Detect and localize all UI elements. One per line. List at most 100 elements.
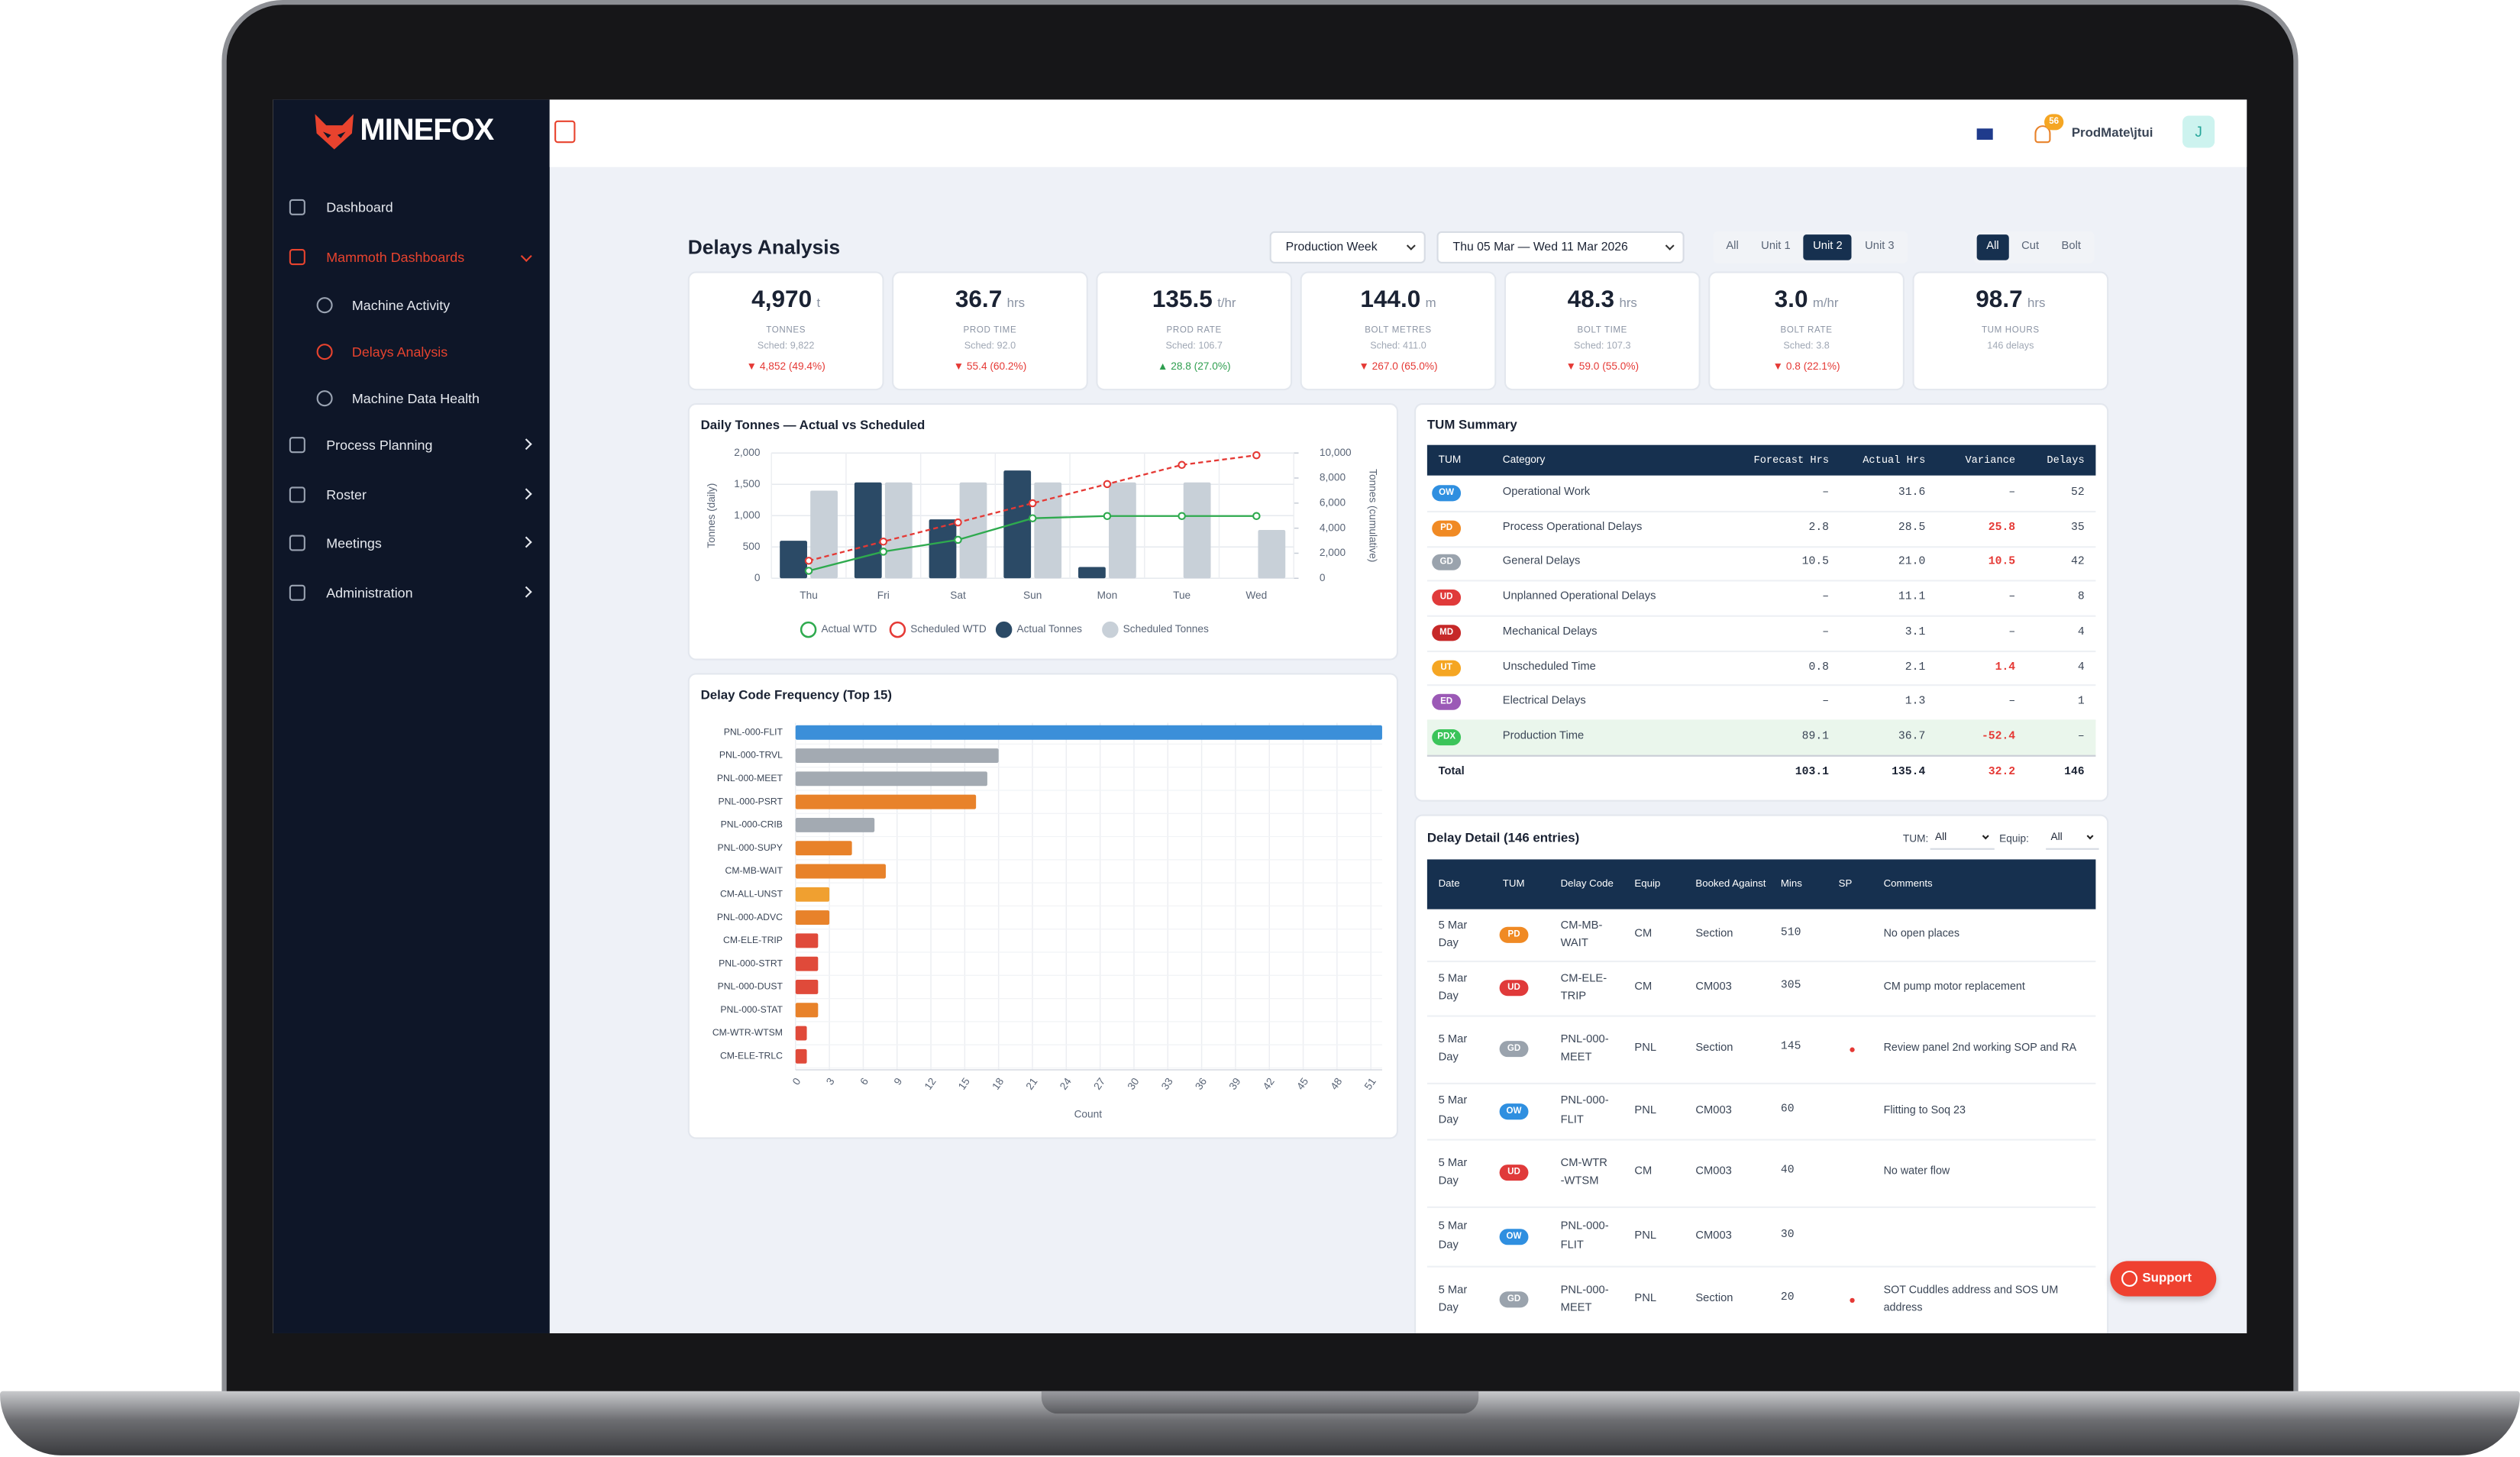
cell: Section [1695, 1293, 1733, 1305]
cell: PNL-000-MEET [1560, 1033, 1609, 1064]
filter-button[interactable]: Bolt [2061, 241, 2081, 253]
y-tick-label: PNL-000-CRIB [721, 819, 783, 830]
cell: 1.4 [1995, 661, 2016, 674]
cell: Flitting to Soq 23 [1883, 1104, 1966, 1116]
column-header[interactable]: Mins [1780, 877, 1802, 890]
nav-item[interactable]: Delays Analysis [351, 344, 448, 360]
kpi-value: 36.7 [955, 286, 1003, 314]
total-cell: 103.1 [1795, 766, 1830, 780]
category: Mechanical Delays [1502, 625, 1598, 638]
kpi-card: 98.7 hrs TUM HOURS 146 delays [1914, 273, 2108, 389]
cell: 25.8 [1988, 522, 2016, 535]
bar [795, 933, 819, 948]
support-button[interactable]: Support [2110, 1261, 2217, 1297]
nav-chevron [520, 250, 532, 261]
column-header[interactable]: Delay Code [1560, 877, 1614, 890]
cell: – [2008, 486, 2016, 500]
select[interactable]: All [2046, 827, 2099, 850]
filter-button[interactable]: Cut [2021, 241, 2040, 253]
filter-button[interactable]: Unit 2 [1803, 234, 1853, 260]
column-header[interactable]: Booked Against [1695, 877, 1766, 890]
select[interactable]: Thu 05 Mar — Wed 11 Mar 2026 [1436, 231, 1685, 263]
bell-icon[interactable] [2034, 125, 2051, 144]
y2-axis-label: Tonnes (cumulative) [1368, 469, 1379, 562]
bar [780, 541, 807, 579]
kpi-value: 135.5 [1152, 286, 1213, 314]
x-tick-label: 6 [858, 1076, 871, 1087]
select[interactable]: All [1930, 827, 1995, 850]
bar [795, 1026, 807, 1041]
kpi-label: BOLT TIME [1577, 326, 1628, 336]
y2-tick-label: 8,000 [1320, 472, 1346, 483]
kpi-label: TUM HOURS [1981, 326, 2040, 336]
category: Unscheduled Time [1502, 661, 1596, 673]
cell: 5 Mar Day [1438, 919, 1468, 950]
nav-icon [289, 583, 305, 600]
filter-button[interactable]: All [1726, 241, 1739, 253]
column-header[interactable]: TUM [1502, 877, 1525, 890]
kpi-label: TONNES [766, 326, 806, 336]
cell: CM-ELE-TRIP [1560, 972, 1607, 1003]
kpi-card: 36.7 hrs PROD TIME Sched: 92.0 ▼ 55.4 (60.2%… [893, 273, 1087, 389]
screen: MINEFOX Dashboard Mammoth Dashboards Machin… [273, 99, 2247, 1333]
select[interactable]: Production Week [1269, 231, 1426, 263]
filter-button[interactable]: Unit 3 [1865, 241, 1895, 253]
column-header[interactable]: Comments [1883, 877, 1933, 890]
line-point [1178, 460, 1186, 470]
y-tick-label: PNL-000-FLIT [724, 726, 783, 737]
x-tick-label: Fri [877, 590, 890, 601]
avatar[interactable]: J [2182, 115, 2215, 148]
nav-item[interactable]: Mammoth Dashboards [326, 248, 465, 265]
nav-item[interactable]: Process Planning [326, 437, 433, 454]
row-divider [1426, 684, 2096, 687]
tum-badge: GD [1499, 1291, 1529, 1308]
nav-item[interactable]: Meetings [326, 535, 382, 551]
bar [1034, 482, 1062, 579]
y-tick-label: CM-ELE-TRIP [723, 935, 783, 945]
kpi-card: 3.0 m/hr BOLT RATE Sched: 3.8 ▼ 0.8 (22.1%) [1710, 273, 1903, 389]
cell [1884, 1207, 2083, 1266]
flag-icon [1976, 128, 1993, 141]
kpi-sched: Sched: 106.7 [1165, 342, 1223, 352]
nav-item[interactable]: Administration [326, 583, 413, 600]
kpi-label: PROD TIME [963, 326, 1017, 336]
bar [884, 482, 913, 579]
cell: Section [1695, 929, 1733, 941]
nav-item[interactable]: Machine Data Health [351, 390, 480, 407]
delay-frequency-panel: Delay Code Frequency (Top 15) 0 3 6 9 12 15 18 2… [689, 674, 1397, 1138]
filter-button[interactable]: All [1976, 234, 2009, 260]
y-tick-label: CM-ELE-TRLC [720, 1051, 783, 1061]
cell: 5 Mar Day [1438, 1284, 1468, 1314]
cell: 5 Mar Day [1438, 1095, 1468, 1126]
filter-button[interactable]: Unit 1 [1761, 241, 1791, 253]
cell: 145 [1780, 1041, 1801, 1055]
column-header[interactable]: Equip [1634, 877, 1661, 890]
tum-summary-panel: TUM Summary TUM Category Forecast Hrs Actual… [1416, 405, 2108, 800]
category: Operational Work [1502, 486, 1591, 499]
nav-item[interactable]: Roster [326, 486, 367, 502]
x-tick-label: Mon [1097, 590, 1118, 601]
select-text: All [1934, 832, 1947, 844]
support-label: Support [2142, 1270, 2192, 1285]
support-icon [2121, 1270, 2138, 1287]
panel-title: TUM Summary [1426, 417, 1517, 432]
nav-item[interactable]: Dashboard [326, 199, 393, 215]
y2-tick-label: 0 [1320, 572, 1326, 583]
collapse-button[interactable] [554, 120, 576, 144]
bar [795, 841, 852, 856]
topbar: 56 ProdMate\jtui J [549, 99, 2247, 167]
column-header[interactable]: SP [1838, 877, 1853, 890]
nav-item[interactable]: Machine Activity [351, 297, 451, 314]
cell: No water flow [1883, 1166, 1950, 1178]
x-tick-label: 15 [956, 1075, 972, 1091]
x-tick-label: 27 [1091, 1076, 1107, 1092]
column-header: Forecast Hrs [1753, 454, 1830, 467]
legend-label: Actual Tonnes [1016, 623, 1082, 635]
kpi-label: BOLT METRES [1365, 326, 1432, 336]
x-tick-label: 24 [1058, 1075, 1074, 1091]
cell: CM [1634, 981, 1653, 993]
y2-tick-label: 10,000 [1320, 447, 1352, 458]
cell: CM003 [1695, 1104, 1732, 1116]
bar [1109, 482, 1136, 579]
column-header[interactable]: Date [1438, 877, 1460, 890]
